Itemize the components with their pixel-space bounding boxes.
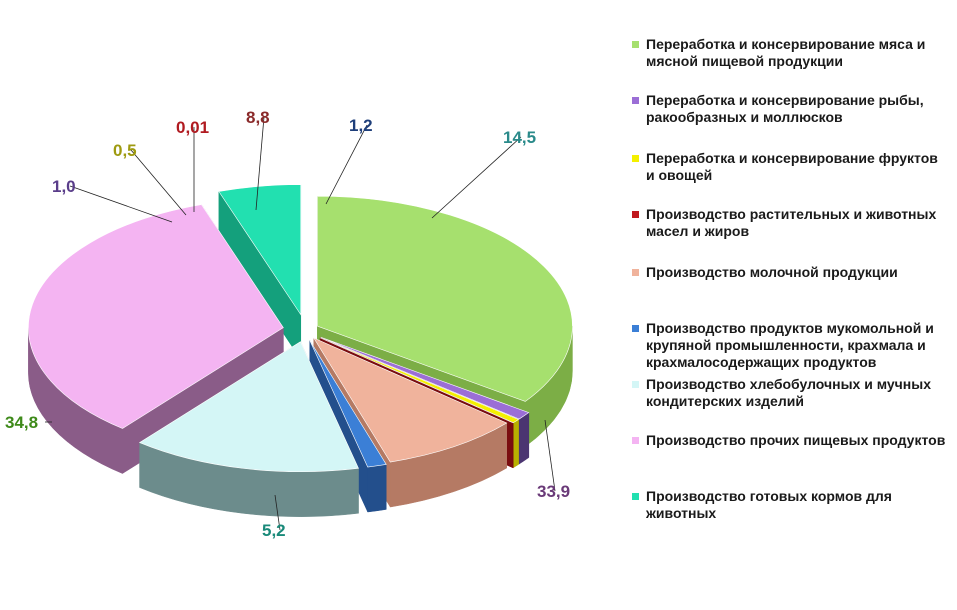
data-label-8: 5,2 bbox=[262, 521, 286, 540]
leader-line-6 bbox=[431, 136, 522, 219]
data-label-7: 33,9 bbox=[537, 482, 570, 501]
legend-item-1: Переработка и консервирование рыбы, рако… bbox=[632, 92, 950, 126]
legend-label-2: Переработка и консервирование фруктов и … bbox=[646, 150, 938, 183]
legend-item-7: Производство прочих пищевых продуктов bbox=[632, 432, 950, 449]
data-label-0: 34,8 bbox=[5, 413, 38, 432]
leader-line-1 bbox=[69, 185, 173, 223]
data-label-5: 1,2 bbox=[349, 116, 373, 135]
legend-item-2: Переработка и консервирование фруктов и … bbox=[632, 150, 950, 184]
legend-label-3: Производство растительных и животных мас… bbox=[646, 206, 937, 239]
pie-chart: 34,8 1,0 0,5 0,01 8,8 1,2 14,5 33,9 5,2 bbox=[5, 108, 573, 540]
leader-line-7 bbox=[544, 419, 556, 492]
legend-swatch-5 bbox=[632, 325, 639, 332]
legend-item-0: Переработка и консервирование мяса и мяс… bbox=[632, 36, 950, 70]
leader-line-4 bbox=[255, 116, 265, 211]
legend-label-8: Производство готовых кормов для животных bbox=[646, 488, 892, 521]
data-label-3: 0,01 bbox=[176, 118, 209, 137]
leader-line-5 bbox=[325, 124, 368, 205]
legend-swatch-7 bbox=[632, 437, 639, 444]
legend-item-8: Производство готовых кормов для животных bbox=[632, 488, 950, 522]
legend-item-6: Производство хлебобулочных и мучных конд… bbox=[632, 376, 950, 410]
legend-item-5: Производство продуктов мукомольной и кру… bbox=[632, 320, 950, 371]
legend-item-4: Производство молочной продукции bbox=[632, 264, 950, 281]
legend-swatch-4 bbox=[632, 269, 639, 276]
legend-label-6: Производство хлебобулочных и мучных конд… bbox=[646, 376, 931, 409]
legend-swatch-1 bbox=[632, 97, 639, 104]
data-label-2: 0,5 bbox=[113, 141, 137, 160]
legend-swatch-2 bbox=[632, 155, 639, 162]
data-label-4: 8,8 bbox=[246, 108, 270, 127]
leader-line-8 bbox=[274, 494, 281, 531]
legend-swatch-0 bbox=[632, 41, 639, 48]
legend-label-1: Переработка и консервирование рыбы, рако… bbox=[646, 92, 924, 125]
leader-line-2 bbox=[130, 149, 187, 216]
pie-slice-6 bbox=[138, 341, 359, 517]
legend-swatch-6 bbox=[632, 381, 639, 388]
legend-swatch-3 bbox=[632, 211, 639, 218]
legend-swatch-8 bbox=[632, 493, 639, 500]
data-label-1: 1,0 bbox=[52, 177, 76, 196]
legend-label-0: Переработка и консервирование мяса и мяс… bbox=[646, 36, 926, 69]
legend-label-4: Производство молочной продукции bbox=[646, 264, 898, 280]
pie-slice-8 bbox=[218, 184, 302, 361]
pie-chart-svg: 34,8 1,0 0,5 0,01 8,8 1,2 14,5 33,9 5,2 bbox=[5, 108, 573, 540]
legend-label-7: Производство прочих пищевых продуктов bbox=[646, 432, 946, 448]
legend-item-3: Производство растительных и животных мас… bbox=[632, 206, 950, 240]
data-label-6: 14,5 bbox=[503, 128, 536, 147]
legend-label-5: Производство продуктов мукомольной и кру… bbox=[646, 320, 934, 370]
